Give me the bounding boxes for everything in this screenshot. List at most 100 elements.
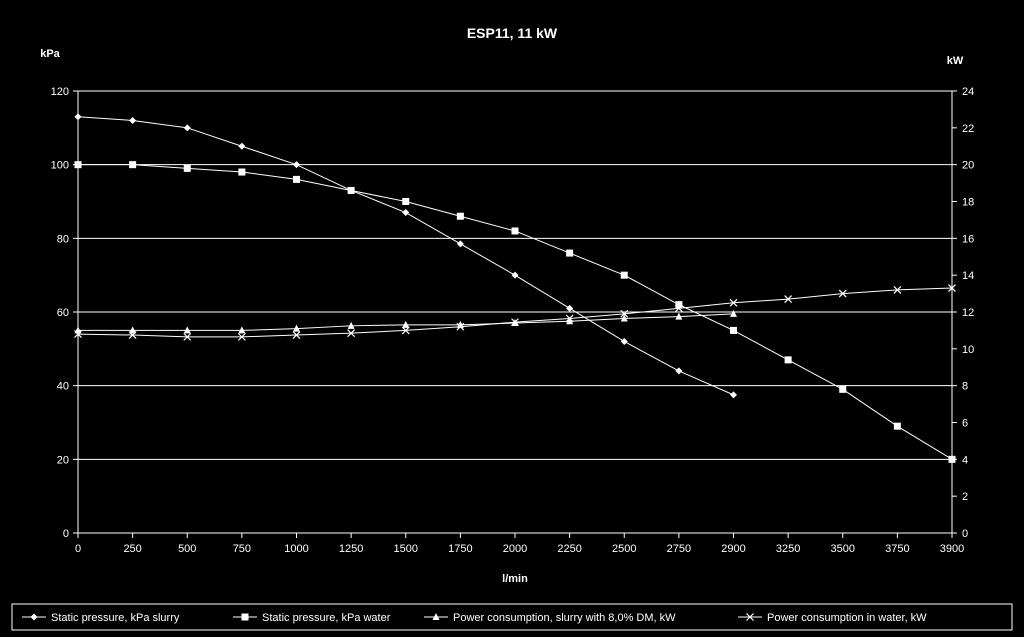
data-point xyxy=(948,455,956,463)
data-point xyxy=(74,113,82,121)
series-layer xyxy=(74,113,956,463)
series-2 xyxy=(74,161,956,463)
y-right-tick-label: 18 xyxy=(962,197,974,209)
series-4 xyxy=(74,284,956,341)
data-point xyxy=(402,209,410,217)
data-point xyxy=(675,312,683,320)
x-tick-label: 3750 xyxy=(885,543,909,555)
data-point xyxy=(730,309,737,317)
legend-marker xyxy=(30,613,38,621)
data-point xyxy=(293,175,300,183)
y-right-tick-label: 24 xyxy=(962,86,974,98)
data-point xyxy=(402,198,410,205)
data-point xyxy=(784,295,793,304)
data-point xyxy=(839,385,847,393)
data-point xyxy=(674,304,683,313)
data-point xyxy=(347,321,355,329)
data-point xyxy=(675,301,683,309)
data-point xyxy=(893,422,901,430)
y-left-tick-label: 120 xyxy=(51,86,69,98)
data-point xyxy=(730,391,737,399)
x-tick-label: 3500 xyxy=(831,543,855,555)
x-tick-label: 2500 xyxy=(612,543,636,555)
data-point xyxy=(565,314,574,323)
data-point xyxy=(511,271,519,279)
y-axis-left-label: kPa xyxy=(40,48,60,60)
data-point xyxy=(566,304,574,312)
legend-marker xyxy=(746,613,754,621)
data-point xyxy=(838,289,847,298)
legend-marker xyxy=(241,613,249,621)
x-tick-label: 2900 xyxy=(721,543,745,555)
x-tick-label: 2000 xyxy=(503,543,527,555)
y-right-tick-label: 22 xyxy=(962,123,974,135)
legend: Static pressure, kPa slurry Static pressu… xyxy=(11,603,1013,631)
y-right-tick-label: 6 xyxy=(962,418,968,430)
data-point xyxy=(675,367,683,375)
x-tick-label: 750 xyxy=(233,543,251,555)
data-point xyxy=(456,240,464,248)
data-point xyxy=(729,298,738,307)
data-point xyxy=(402,320,410,328)
data-point xyxy=(129,326,137,334)
x-tick-label: 2750 xyxy=(667,543,691,555)
y-right-tick-label: 20 xyxy=(962,160,974,172)
gridlines xyxy=(78,164,952,460)
y-left-tick-label: 40 xyxy=(57,381,69,393)
x-tick-label: 1250 xyxy=(339,543,363,555)
data-point xyxy=(347,329,356,338)
x-tick-label: 2250 xyxy=(557,543,581,555)
data-point xyxy=(620,271,628,279)
data-point xyxy=(730,326,737,334)
data-point xyxy=(238,168,246,176)
legend-label: Power consumption, slurry with 8,0% DM, … xyxy=(453,612,676,624)
x-tick-label: 500 xyxy=(178,543,196,555)
data-point xyxy=(183,164,191,172)
y-left-tick-label: 100 xyxy=(51,160,69,172)
data-point xyxy=(129,116,137,124)
data-point xyxy=(74,330,82,339)
data-point xyxy=(238,326,246,334)
y-right-tick-label: 16 xyxy=(962,233,974,245)
legend-item: Static pressure, kPa slurry xyxy=(22,612,180,624)
data-point xyxy=(893,285,902,294)
chart-title: ESP11, 11 kW xyxy=(467,25,558,41)
y-left-tick-label: 60 xyxy=(57,307,69,319)
data-point xyxy=(237,332,246,341)
series-line xyxy=(77,116,734,396)
x-tick-label: 1500 xyxy=(394,543,418,555)
y-right-tick-label: 14 xyxy=(962,270,974,282)
data-point xyxy=(948,284,956,292)
x-tick-label: 250 xyxy=(123,543,141,555)
x-tick-label: 3900 xyxy=(940,543,964,555)
data-point xyxy=(74,161,82,169)
y-left-tick-label: 20 xyxy=(57,454,69,466)
data-point xyxy=(128,331,137,339)
data-point xyxy=(183,124,191,132)
data-point xyxy=(293,324,300,332)
x-tick-label: 1000 xyxy=(284,543,308,555)
y-left-tick-label: 0 xyxy=(63,528,69,540)
y-left-tick-label: 80 xyxy=(57,233,69,245)
legend-label: Static pressure, kPa slurry xyxy=(51,612,180,624)
x-tick-label: 1750 xyxy=(448,543,472,555)
y-right-tick-label: 12 xyxy=(962,307,974,319)
data-point xyxy=(238,142,246,150)
legend-item: Power consumption in water, kW xyxy=(738,612,927,624)
data-point xyxy=(511,318,519,327)
data-point xyxy=(347,186,355,194)
y-axis-right-label: kW xyxy=(947,55,964,67)
data-point xyxy=(293,161,300,169)
y-right-tick-label: 0 xyxy=(962,528,968,540)
x-axis-label: l/min xyxy=(502,573,528,585)
data-point xyxy=(784,356,792,364)
data-point xyxy=(566,249,574,257)
y-right-tick-label: 10 xyxy=(962,344,974,356)
data-point xyxy=(511,227,519,235)
data-point xyxy=(456,212,464,220)
data-point xyxy=(620,337,628,345)
legend-item: Power consumption, slurry with 8,0% DM, … xyxy=(424,612,676,624)
legend-item: Static pressure, kPa water xyxy=(233,612,391,624)
